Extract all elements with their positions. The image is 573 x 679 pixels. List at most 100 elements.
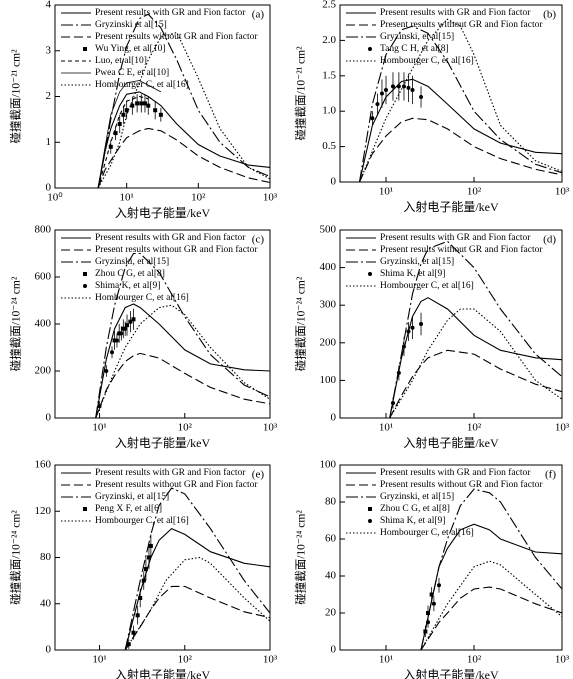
data-point [126, 642, 131, 647]
data-point [401, 84, 406, 89]
x-tick-label: 10³ [555, 654, 570, 666]
legend-label: Hombourger C, et al[16] [380, 56, 474, 66]
y-tick-label: 0 [46, 644, 52, 656]
x-tick-label: 10³ [555, 422, 570, 434]
y-tick-label: 1.0 [322, 105, 336, 117]
series-line [358, 25, 563, 183]
data-point [425, 620, 430, 625]
legend-label: Tang C H, et al[8] [380, 44, 449, 54]
y-tick-label: 0.5 [322, 140, 336, 152]
x-tick-label: 10³ [263, 422, 278, 434]
data-point [141, 578, 146, 583]
series-line [97, 127, 271, 189]
data-point [146, 555, 151, 560]
data-point [401, 344, 406, 349]
data-point [390, 84, 395, 89]
y-tick-label: 200 [35, 365, 52, 377]
series-line [124, 487, 271, 651]
data-point [112, 338, 117, 343]
legend-label: Luo, et al[10] [95, 56, 147, 66]
legend-marker [368, 507, 372, 511]
legend-marker [83, 272, 87, 276]
series-line [389, 349, 563, 419]
y-tick-label: 600 [35, 271, 52, 283]
x-axis-label: 入射电子能量/keV [403, 667, 499, 679]
y-tick-label: 100 [320, 374, 337, 386]
plot-frame [339, 4, 563, 183]
y-tick-label: 4 [46, 0, 52, 11]
data-point [125, 323, 130, 328]
legend-marker [368, 519, 372, 523]
y-tick-label: 40 [40, 597, 52, 609]
data-point [135, 101, 140, 106]
data-point [110, 350, 115, 355]
data-point [370, 116, 375, 121]
series-line [124, 585, 271, 651]
y-tick-label: 120 [35, 505, 52, 517]
series-line [97, 13, 271, 189]
data-point [158, 112, 163, 117]
panel-label: (a) [252, 9, 265, 21]
x-axis-label: 入射电子能量/keV [115, 205, 211, 220]
data-point [436, 583, 441, 588]
legend-label: Present results with GR and Fion factor [95, 232, 246, 243]
legend-marker [83, 284, 87, 288]
y-tick-label: 40 [325, 570, 337, 582]
y-axis-label: 碰撞截面/10⁻²⁴ cm² [9, 276, 23, 371]
x-tick-label: 10¹ [379, 654, 393, 666]
series-line [124, 556, 271, 651]
data-point [142, 101, 147, 106]
y-tick-label: 400 [35, 318, 52, 330]
x-tick-label: 10¹ [379, 186, 393, 198]
data-point [379, 91, 384, 96]
legend-label: Present results without GR and Fion fact… [380, 19, 543, 30]
x-axis-label: 入射电子能量/keV [403, 199, 499, 214]
series-line [358, 117, 563, 183]
data-point [131, 630, 136, 635]
x-tick-label: 10⁰ [47, 192, 63, 204]
legend-label: Present results with GR and Fion factor [380, 7, 531, 18]
x-tick-label: 10² [191, 192, 206, 204]
y-tick-label: 0 [331, 176, 337, 188]
data-point [108, 144, 113, 149]
plot-frame [339, 229, 563, 419]
data-point [143, 567, 148, 572]
series-line [389, 308, 563, 419]
x-axis-label: 入射电子能量/keV [115, 667, 211, 679]
data-point [104, 369, 109, 373]
series-line [389, 240, 563, 419]
legend-label: Zhou C G, et al[8] [95, 269, 165, 279]
data-point [138, 595, 143, 600]
y-tick-label: 800 [35, 224, 52, 236]
data-point [425, 611, 430, 615]
series-line [389, 297, 563, 419]
data-point [431, 601, 436, 606]
data-point [429, 592, 434, 597]
data-point [384, 87, 389, 92]
y-tick-label: 2.0 [322, 34, 336, 46]
legend-label: Peng X F, et al[6] [95, 504, 162, 514]
legend-label: Present results without GR and Fion fact… [380, 479, 543, 490]
series-line [97, 31, 271, 189]
legend-label: Zhou C G, et al[8] [380, 504, 450, 514]
x-axis-label: 入射电子能量/keV [403, 435, 499, 450]
y-tick-label: 0 [46, 412, 52, 424]
x-tick-label: 10² [467, 186, 482, 198]
data-point [423, 629, 428, 634]
data-point [135, 613, 140, 618]
series-line [358, 18, 563, 183]
data-point [113, 131, 118, 136]
series-line [95, 304, 271, 419]
legend-label: Gryzinski, et al[15] [380, 32, 454, 42]
data-point [419, 95, 424, 100]
y-tick-label: 0 [331, 412, 337, 424]
y-axis-label: 碰撞截面/10⁻²¹ cm² [9, 49, 23, 144]
x-tick-label: 10¹ [92, 422, 106, 434]
legend-label: Shima K, et al[9] [380, 516, 445, 526]
legend-label: Pwea C E, et al[10] [95, 68, 169, 78]
legend-label: Gryzinski, et al[15] [95, 257, 169, 267]
y-tick-label: 80 [40, 551, 52, 563]
x-tick-label: 10² [467, 654, 482, 666]
legend-label: Gryzinski, et al[15] [95, 492, 169, 502]
